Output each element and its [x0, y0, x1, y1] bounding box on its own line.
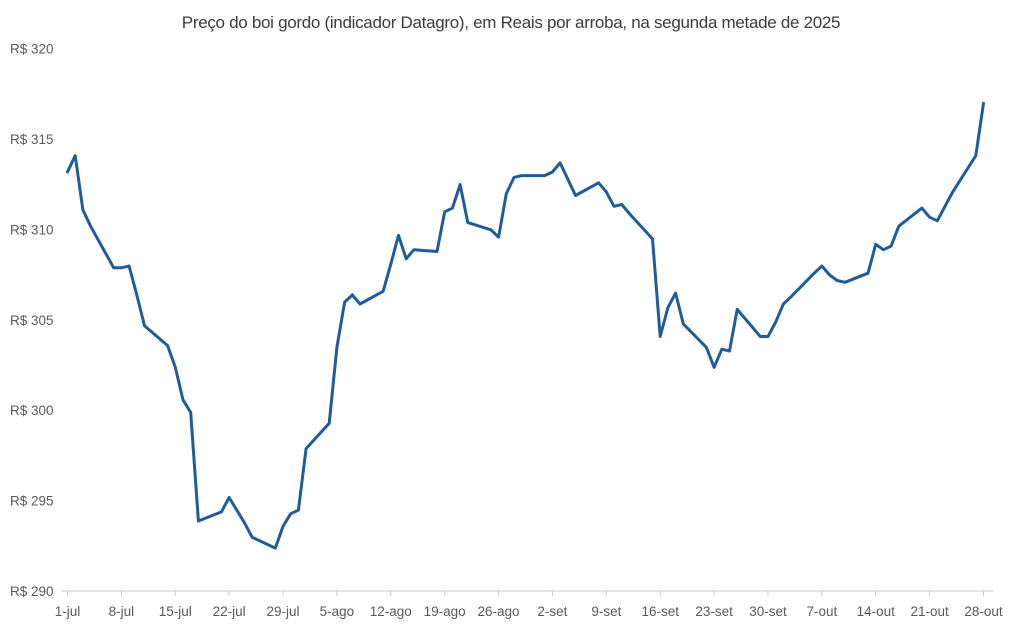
x-axis-tick-label: 12-ago — [370, 604, 412, 619]
y-axis-tick-label: R$ 305 — [10, 313, 54, 328]
y-axis-tick-label: R$ 290 — [10, 584, 54, 599]
y-axis-tick-label: R$ 295 — [10, 494, 54, 509]
x-axis-tick-label: 26-ago — [478, 604, 520, 619]
x-axis-tick-label: 23-set — [695, 604, 733, 619]
x-axis-tick-label: 14-out — [857, 604, 896, 619]
x-axis-tick-label: 28-out — [964, 604, 1003, 619]
chart-title: Preço do boi gordo (indicador Datagro), … — [181, 13, 841, 32]
x-axis-tick-label: 21-out — [910, 604, 949, 619]
y-axis-tick-label: R$ 310 — [10, 222, 54, 237]
y-axis-tick-label: R$ 300 — [10, 403, 54, 418]
x-axis-tick-label: 9-set — [591, 604, 621, 619]
y-axis-tick-label: R$ 315 — [10, 132, 54, 147]
x-axis-tick-label: 16-set — [641, 604, 679, 619]
x-axis-tick-label: 5-ago — [320, 604, 355, 619]
x-axis-tick-label: 2-set — [537, 604, 567, 619]
x-axis-tick-label: 30-set — [749, 604, 787, 619]
x-axis-tick-label: 8-jul — [109, 604, 135, 619]
price-series-line — [66, 101, 985, 550]
y-axis-tick-label: R$ 320 — [10, 42, 54, 57]
x-axis-tick-label: 15-jul — [159, 604, 192, 619]
x-axis-tick-label: 22-jul — [213, 604, 246, 619]
x-axis-tick-label: 29-jul — [267, 604, 300, 619]
x-axis-tick-label: 1-jul — [55, 604, 81, 619]
x-axis-tick-label: 7-out — [806, 604, 837, 619]
x-axis-tick-label: 19-ago — [424, 604, 466, 619]
